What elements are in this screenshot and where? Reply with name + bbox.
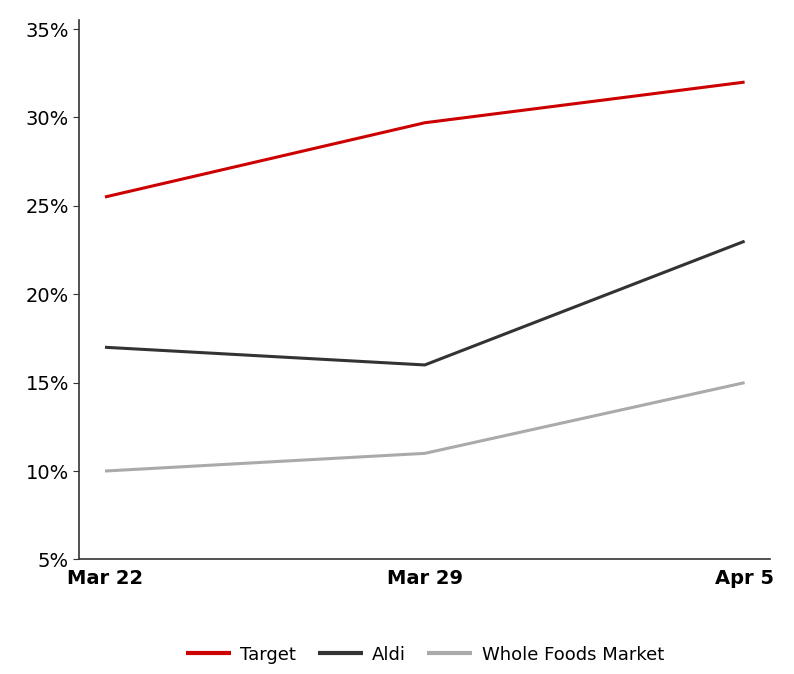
Line: Whole Foods Market: Whole Foods Market xyxy=(105,383,745,471)
Legend: Target, Aldi, Whole Foods Market: Target, Aldi, Whole Foods Market xyxy=(179,638,671,671)
Target xyxy=(740,78,750,86)
Target xyxy=(100,193,110,201)
Whole Foods Market xyxy=(100,467,110,475)
Aldi xyxy=(740,237,750,245)
Aldi xyxy=(420,361,430,369)
Line: Aldi: Aldi xyxy=(105,241,745,365)
Whole Foods Market xyxy=(420,450,430,458)
Line: Target: Target xyxy=(105,82,745,197)
Whole Foods Market xyxy=(740,379,750,387)
Target xyxy=(420,119,430,127)
Aldi xyxy=(100,343,110,351)
